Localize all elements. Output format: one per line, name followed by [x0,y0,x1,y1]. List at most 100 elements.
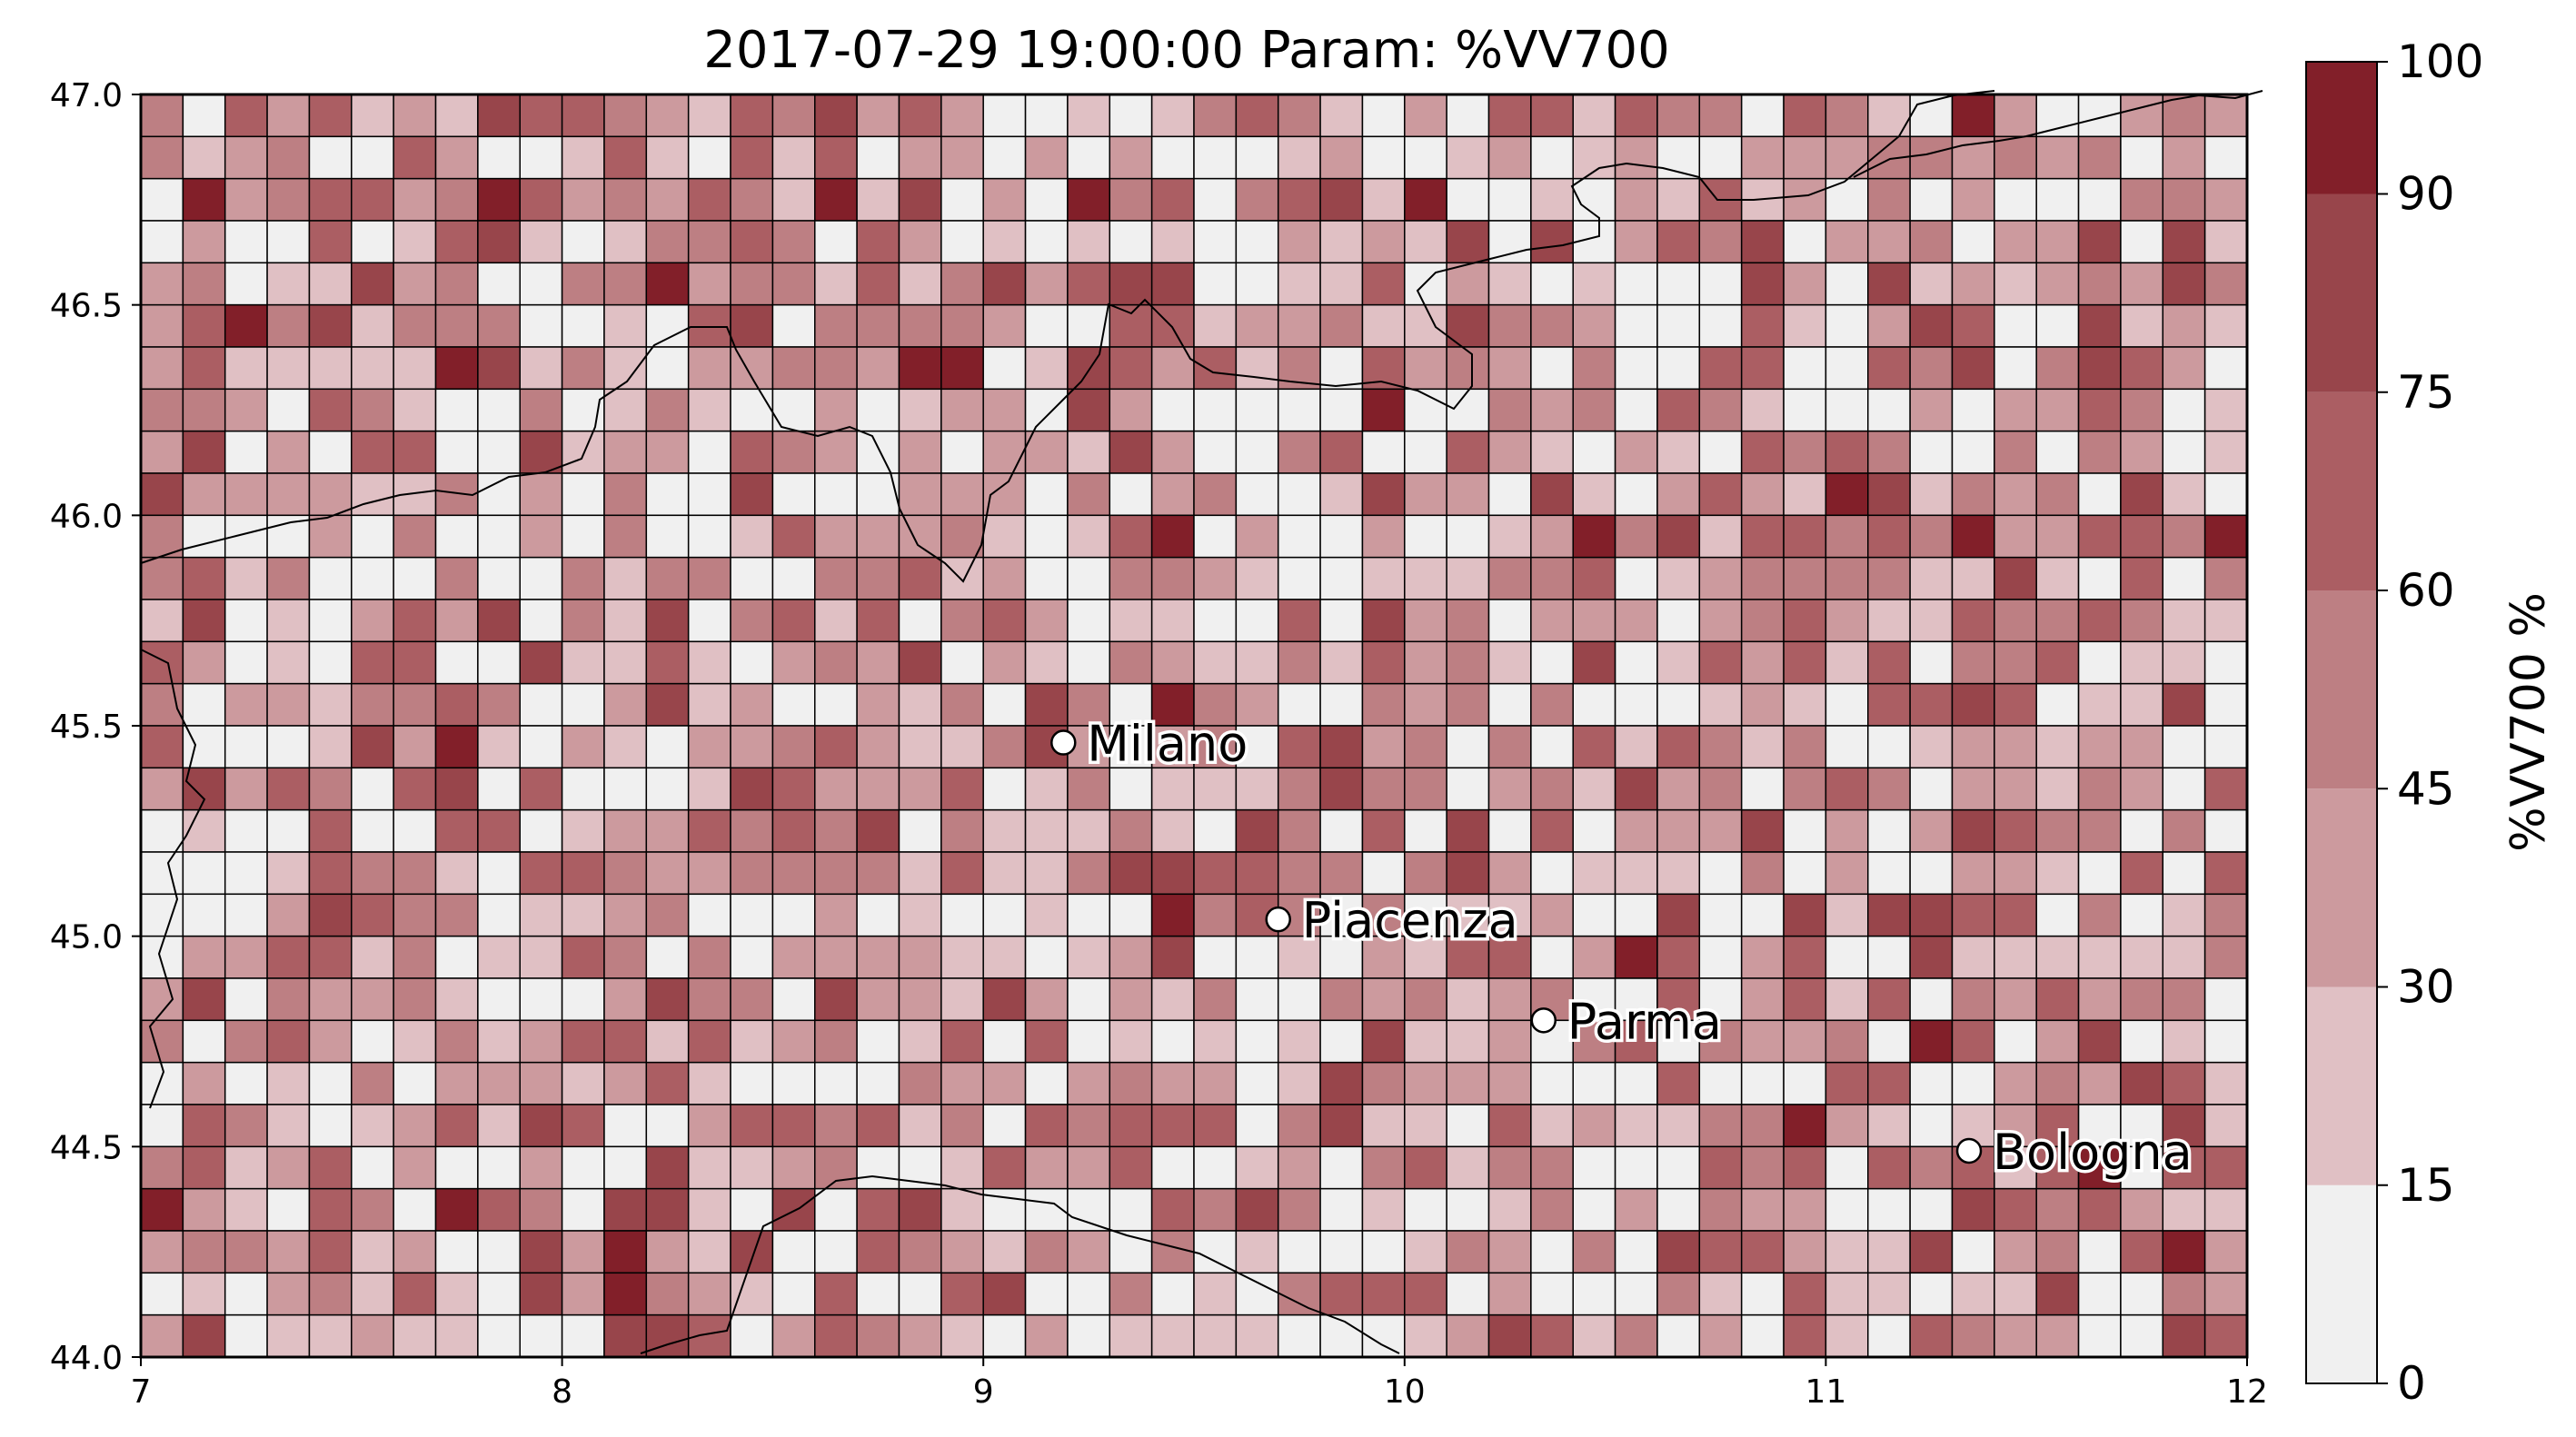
grid-cell [1193,1313,1238,1358]
grid-cell [645,472,690,517]
grid-cell [2203,388,2248,432]
grid-cell [1867,1145,1911,1190]
city-markers: Milano Piacenza Parma Bologna [1050,712,2195,1184]
city-marker [1530,1007,1557,1034]
grid-cell [393,1145,437,1190]
grid-cell [645,430,690,474]
grid-cell [1909,303,1954,348]
grid-cell [1487,1145,1532,1190]
grid-cell [2035,682,2080,727]
grid-cell [224,1145,268,1190]
grid-cell [1530,808,1574,853]
grid-cell [814,808,858,853]
grid-cell [434,1145,479,1190]
grid-cell [1109,556,1153,600]
grid-cell [1193,262,1238,306]
grid-cell [308,725,353,769]
grid-cell [1698,1145,1743,1190]
grid-cell [1150,599,1195,643]
grid-cell [1614,1019,1658,1064]
grid-cell [1656,1313,1701,1358]
grid-cell [1783,1272,1827,1316]
grid-cell [1319,556,1364,600]
grid-cell [1867,177,1911,222]
grid-cell [2077,94,2122,138]
grid-cell [2203,1313,2248,1358]
grid-cell [1067,935,1111,979]
grid-cell [1193,177,1238,222]
grid-cell [1656,682,1701,727]
grid-cell [1572,303,1616,348]
grid-cell [308,220,353,264]
grid-cell [1530,135,1574,180]
grid-cell [1024,303,1069,348]
grid-cell [561,851,605,896]
grid-cell [434,1313,479,1358]
grid-cell [1909,1019,1954,1064]
grid-cell [561,556,605,600]
grid-cell [2203,1145,2248,1190]
grid-cell [477,556,521,600]
grid-cell [2077,177,2122,222]
grid-cell [1867,472,1911,517]
grid-cell [2203,1061,2248,1105]
x-tick-label: 9 [973,1373,994,1411]
grid-cell [2035,430,2080,474]
grid-cell [182,472,226,517]
grid-cell [1067,1061,1111,1105]
grid-cell [1487,599,1532,643]
grid-cell [1277,1104,1321,1148]
grid-cell [561,135,605,180]
grid-cell [1361,388,1406,432]
grid-cell [1109,514,1153,559]
grid-cell [1404,1061,1447,1105]
grid-cell [561,640,605,685]
grid-cell [2120,1061,2164,1105]
grid-cell [1024,1104,1069,1148]
grid-cell [140,135,184,180]
grid-cell [351,1104,394,1148]
grid-cell [898,767,942,811]
grid-cell [687,1104,731,1148]
grid-cell [1404,177,1447,222]
grid-cell [1319,977,1364,1022]
grid-cell [477,220,521,264]
grid-cell [898,346,942,391]
grid-cell [940,262,984,306]
grid-cell [477,262,521,306]
grid-cell [2077,514,2122,559]
grid-cell [1994,94,2037,138]
grid-cell [645,851,690,896]
grid-cell [224,1272,268,1316]
grid-cell [1235,808,1279,853]
grid-cell [308,388,353,432]
grid-cell [856,1061,900,1105]
grid-cell [645,935,690,979]
grid-cell [224,472,268,517]
grid-cell [477,177,521,222]
grid-cell [2203,1230,2248,1274]
grid-cell [1614,977,1658,1022]
grid-cell [645,682,690,727]
grid-cell [1404,640,1447,685]
grid-cell [687,556,731,600]
grid-cell [1740,935,1785,979]
grid-cell [1024,599,1069,643]
grid-cell [1361,472,1406,517]
grid-cell [140,514,184,559]
grid-cell [1024,893,1069,937]
grid-cell [2162,472,2206,517]
grid-cell [940,177,984,222]
grid-cell [1361,1187,1406,1232]
colorbar: 0 15 30 45 60 75 90 100 %VV700 % [2305,35,2556,1410]
grid-cell [1783,1104,1827,1148]
grid-cell [1319,682,1364,727]
grid-cell [1235,430,1279,474]
grid-cell [308,935,353,979]
grid-cell [1530,430,1574,474]
grid-cell [1572,1145,1616,1190]
grid-cell [1109,977,1153,1022]
grid-cell [2203,472,2248,517]
grid-cell [1783,935,1827,979]
grid-cell [1361,514,1406,559]
